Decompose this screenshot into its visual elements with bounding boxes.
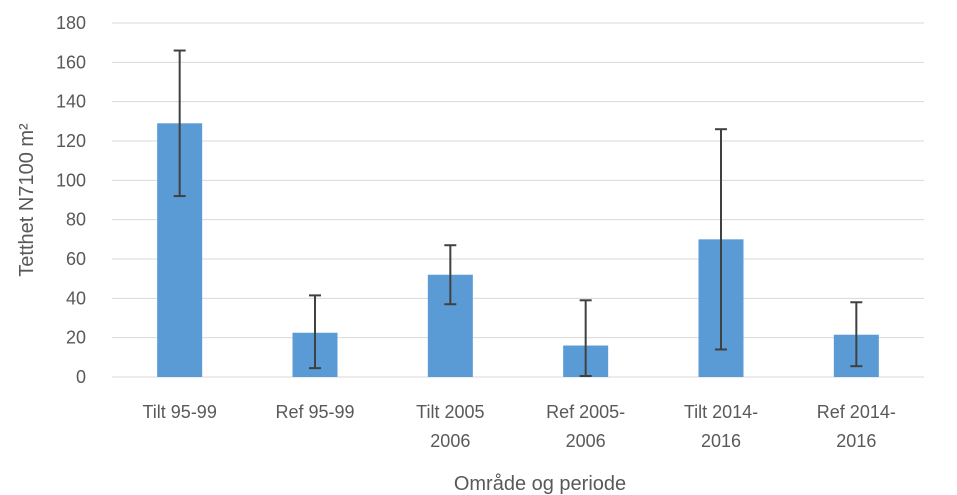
error-bar [173,49,186,198]
x-tick-label: Tilt 95-99 [142,402,216,422]
error-bar [444,244,457,306]
error-bar [579,299,592,378]
y-tick-label: 40 [66,288,86,308]
error-bar [309,294,321,370]
y-tick-label: 160 [56,52,86,72]
x-tick-label: Ref 2005- [546,402,625,422]
y-tick-label: 0 [76,367,86,387]
bars [157,123,879,377]
y-tick-labels: 0 20 40 60 80 100 120 140 160 180 [56,13,86,387]
y-tick-label: 60 [66,249,86,269]
gridlines [112,22,924,378]
y-tick-label: 140 [56,92,86,112]
y-tick-label: 120 [56,131,86,151]
y-tick-label: 20 [66,328,86,348]
error-bar [850,301,863,368]
y-tick-label: 80 [66,210,86,230]
y-tick-label: 180 [56,13,86,33]
x-tick-label: Tilt 2014- [684,402,758,422]
x-tick-label: 2006 [430,431,470,451]
error-bar [715,128,727,351]
x-tick-labels: Tilt 95-99 Ref 95-99 Tilt 2005 2006 Ref 2005… [142,402,895,451]
x-tick-label: 2016 [701,431,741,451]
x-tick-label: 2016 [836,431,876,451]
y-tick-label: 100 [56,170,86,190]
x-axis-title: Område og periode [454,473,626,495]
x-tick-label: Ref 95-99 [275,402,354,422]
error-bars [173,49,863,378]
x-tick-label: Ref 2014- [817,402,896,422]
x-tick-label: 2006 [566,431,606,451]
y-axis-title: Tetthet N7100 m² [16,123,38,277]
x-tick-label: Tilt 2005 [416,402,484,422]
